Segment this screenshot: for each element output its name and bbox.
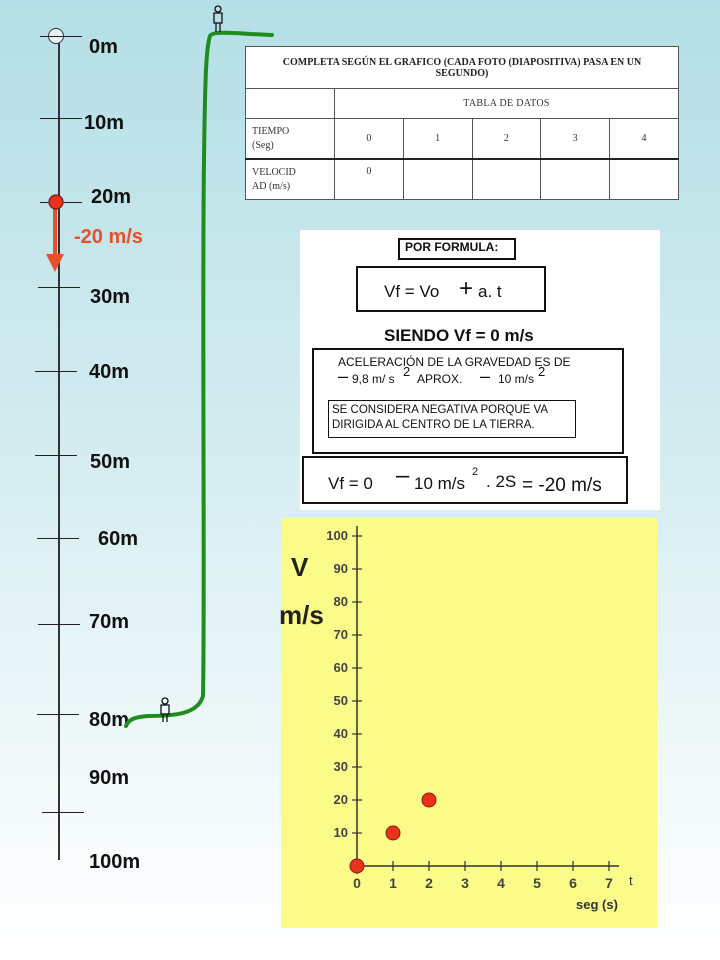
result-minus: – xyxy=(396,462,410,489)
result-gravity: 10 m/s xyxy=(414,474,466,493)
velocity-cell[interactable] xyxy=(402,158,473,201)
velocity-cell[interactable] xyxy=(609,158,679,201)
graph-y-tick-label: 90 xyxy=(334,561,348,576)
gravity-exponent: 2 xyxy=(538,364,546,379)
formula-title: POR FORMULA: xyxy=(405,240,499,254)
graph-x-tick-label: 6 xyxy=(569,875,577,891)
time-row-label: TIEMPO (Seg) xyxy=(245,118,335,161)
graph-x-tick-label: 3 xyxy=(461,875,469,891)
formula-equation-right: a. t xyxy=(478,282,502,301)
table-title: COMPLETA SEGÚN EL GRAFICO (CADA FOTO (DI… xyxy=(245,45,679,90)
height-label-90: 90m xyxy=(89,767,130,789)
green-path xyxy=(124,30,274,728)
tick xyxy=(37,714,79,715)
path-diagram xyxy=(46,30,274,728)
time-cell: 0 xyxy=(334,118,404,161)
height-label-50: 50m xyxy=(90,451,131,473)
time-row: TIEMPO (Seg) 0 1 2 3 4 xyxy=(245,118,679,161)
graph-y-tick-label: 60 xyxy=(334,660,348,675)
table-header: TABLA DE DATOS xyxy=(334,88,679,120)
velocity-time-graph: V m/s 10 20 30 40 50 60 70 80 90 100 0 1 2 3 4 5 6 7 seg … xyxy=(279,518,657,928)
graph-y-tick-label: 70 xyxy=(334,627,348,642)
graph-y-tick-label: 80 xyxy=(334,594,348,609)
graph-y-tick-label: 10 xyxy=(334,825,348,840)
formula-plus: + xyxy=(459,275,474,302)
graph-y-tick-label: 40 xyxy=(334,726,348,741)
ball xyxy=(48,194,64,210)
graph-data-point xyxy=(349,858,365,874)
graph-y-tick-label: 20 xyxy=(334,792,348,807)
tick xyxy=(38,624,80,625)
velocity-row: VELOCID AD (m/s) 0 xyxy=(245,158,679,201)
height-label-100: 100m xyxy=(89,851,141,873)
formula-panel: POR FORMULA: Vf = Vo + a. t SIENDO Vf = … xyxy=(300,230,660,510)
graph-data-point xyxy=(421,792,437,808)
note-box xyxy=(328,400,576,438)
data-table: COMPLETA SEGÚN EL GRAFICO (CADA FOTO (DI… xyxy=(245,45,679,201)
graph-ylabel-units: m/s xyxy=(279,600,324,630)
gravity-box xyxy=(312,348,624,454)
tick xyxy=(40,118,82,119)
graph-y-tick-label: 30 xyxy=(334,759,348,774)
graph-data-point xyxy=(385,825,401,841)
height-label-80: 80m xyxy=(89,709,130,731)
height-label-70: 70m xyxy=(89,611,130,633)
person-icon xyxy=(160,697,170,722)
gravity-minus: – xyxy=(338,366,349,386)
velocity-cell[interactable]: 0 xyxy=(334,158,404,201)
graph-y-tick-label: 100 xyxy=(326,528,348,543)
result-value: = -20 m/s xyxy=(522,475,602,496)
person-icon xyxy=(213,5,223,32)
table-empty-cell xyxy=(245,88,335,120)
graph-x-tick-label: 4 xyxy=(497,875,505,891)
velocity-cell[interactable] xyxy=(540,158,611,201)
scale-vertical-line xyxy=(58,38,60,860)
graph-x-axis-letter: t xyxy=(629,873,633,888)
result-time: . 2S xyxy=(486,472,517,491)
height-label-10: 10m xyxy=(84,112,125,134)
velocity-row-label: VELOCID AD (m/s) xyxy=(245,158,335,201)
formula-title-box xyxy=(398,238,516,260)
tick xyxy=(42,812,84,813)
height-label-40: 40m xyxy=(89,361,130,383)
graph-x-tick-label: 7 xyxy=(605,875,613,891)
tick xyxy=(40,36,82,37)
gravity-minus: – xyxy=(480,366,491,386)
tick xyxy=(35,371,77,372)
graph-x-tick-label: 5 xyxy=(533,875,541,891)
result-box xyxy=(302,456,628,504)
gravity-approx: APROX. xyxy=(417,372,463,386)
formula-equation-left: Vf = Vo xyxy=(384,282,440,301)
graph-x-tick-label: 1 xyxy=(389,875,397,891)
speed-label: -20 m/s xyxy=(74,226,143,248)
graph-svg: 10 20 30 40 50 60 70 80 90 100 0 1 2 3 4 5 6 7 seg (s) t xyxy=(326,526,633,912)
result-exponent: 2 xyxy=(472,466,479,478)
graph-y-tick-label: 50 xyxy=(334,693,348,708)
height-label-0: 0m xyxy=(89,36,118,58)
velocity-cell[interactable] xyxy=(471,158,542,201)
graph-xlabel: seg (s) xyxy=(576,897,618,912)
gravity-value: 9,8 m/ s xyxy=(352,372,395,386)
time-cell: 1 xyxy=(402,118,473,161)
height-label-30: 30m xyxy=(90,286,131,308)
tick xyxy=(37,538,79,539)
tick xyxy=(38,287,80,288)
result-left: Vf = 0 xyxy=(328,474,373,493)
graph-x-tick-label: 0 xyxy=(353,875,361,891)
gravity-line: ACELERACIÓN DE LA GRAVEDAD ES DE xyxy=(338,355,571,369)
gravity-approx-value: 10 m/s xyxy=(498,372,535,386)
formula-condition: SIENDO Vf = 0 m/s xyxy=(384,326,534,345)
tick xyxy=(35,455,77,456)
time-cell: 3 xyxy=(540,118,611,161)
gravity-exponent: 2 xyxy=(403,364,411,379)
graph-x-tick-label: 2 xyxy=(425,875,433,891)
fall-arrow-head xyxy=(46,254,64,272)
graph-ylabel-v: V xyxy=(291,552,309,582)
time-cell: 4 xyxy=(609,118,679,161)
time-cell: 2 xyxy=(471,118,542,161)
height-label-60: 60m xyxy=(98,528,139,550)
height-label-20: 20m xyxy=(91,186,132,208)
formula-equation-box xyxy=(356,266,546,312)
negative-note: SE CONSIDERA NEGATIVA PORQUE VA DIRIGIDA… xyxy=(332,404,548,431)
